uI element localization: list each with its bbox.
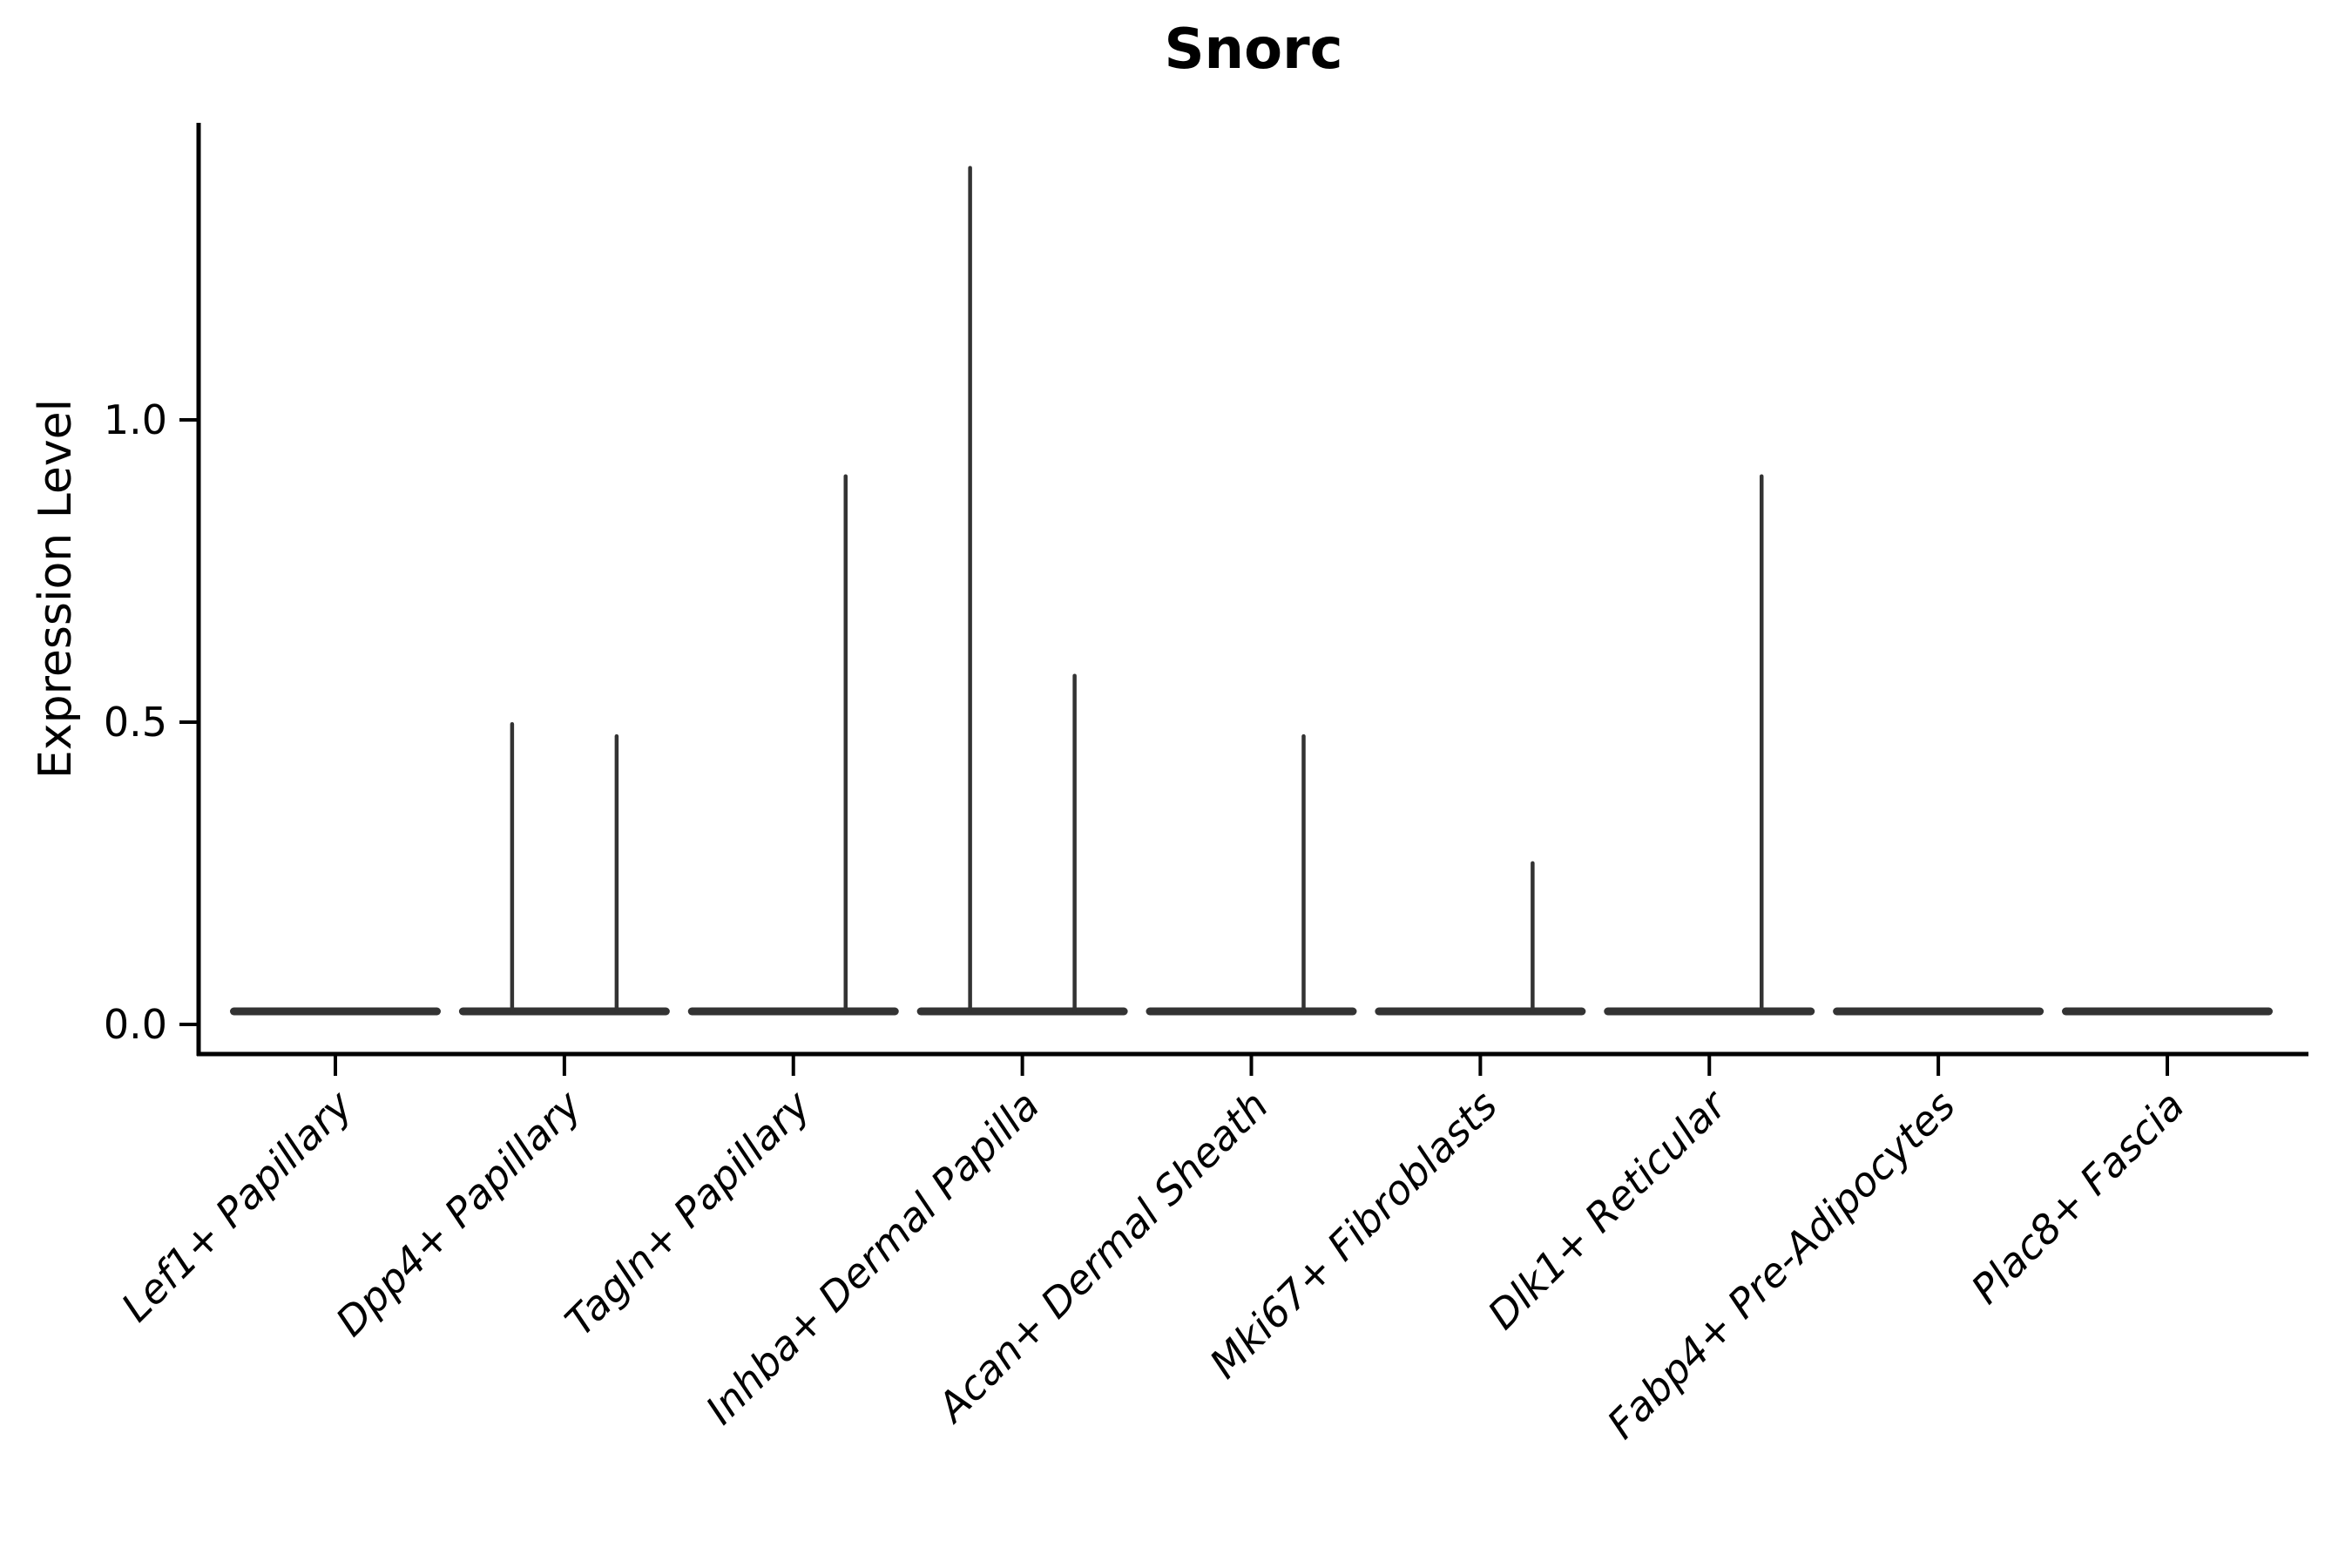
- y-axis-label: Expression Level: [30, 398, 82, 780]
- y-tick-label: 0.0: [104, 1001, 167, 1048]
- violin-spike: [968, 166, 972, 1013]
- violin-body: [458, 1007, 670, 1016]
- violin-body: [1604, 1007, 1815, 1016]
- violin-spike: [1531, 861, 1535, 1013]
- violin-spike: [614, 733, 619, 1013]
- x-tick-label: Tagln+ Papillary: [556, 1081, 820, 1345]
- violin-spike: [1301, 733, 1306, 1013]
- violin-spike: [510, 722, 515, 1013]
- chart-title: Snorc: [1164, 17, 1343, 82]
- x-tick-label: Plac8+ Fascia: [1962, 1082, 2193, 1313]
- violin-body: [1146, 1007, 1357, 1016]
- violin-spike: [843, 474, 848, 1013]
- violin-body: [1375, 1007, 1586, 1016]
- violin-spike: [1760, 474, 1764, 1013]
- x-tick-label: Lef1+ Papillary: [112, 1081, 362, 1330]
- violin-body: [2062, 1007, 2273, 1016]
- y-tick-label: 0.5: [104, 699, 167, 746]
- x-tick-label: Dpp4+ Papillary: [327, 1081, 591, 1345]
- violin-body: [230, 1007, 441, 1016]
- x-tick-label: Dlk1+ Reticular: [1478, 1079, 1737, 1338]
- violin-body: [687, 1007, 899, 1016]
- violin-spike: [1072, 673, 1077, 1013]
- violin-body: [916, 1007, 1128, 1016]
- y-tick-label: 1.0: [104, 396, 167, 443]
- violin-body: [1833, 1007, 2044, 1016]
